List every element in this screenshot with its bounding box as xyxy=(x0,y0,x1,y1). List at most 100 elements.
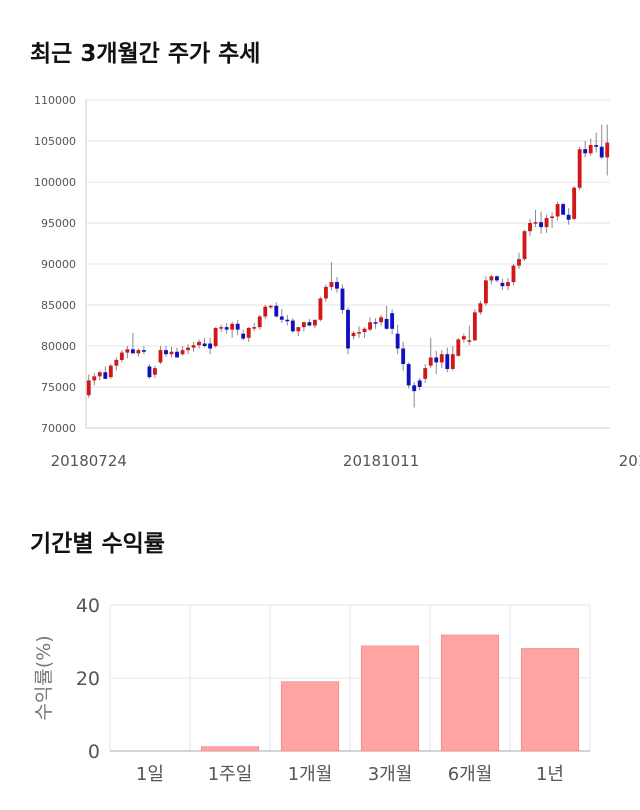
candle xyxy=(528,218,532,237)
candle-body-down xyxy=(390,313,395,329)
candle xyxy=(439,350,444,369)
candle-body-down xyxy=(346,309,350,349)
bar xyxy=(200,746,260,752)
candle-body-down xyxy=(224,327,229,330)
candle-body-up xyxy=(517,259,521,266)
candle xyxy=(92,373,97,386)
candle-body-up xyxy=(86,380,91,396)
candle xyxy=(285,314,290,326)
candle-body-up xyxy=(357,332,361,334)
candle xyxy=(290,318,295,333)
bar xyxy=(520,648,580,752)
candle xyxy=(318,296,323,322)
candle xyxy=(373,318,378,329)
candle xyxy=(478,300,483,315)
candle xyxy=(191,341,196,352)
candle xyxy=(494,275,499,283)
candle-body-up xyxy=(550,216,555,219)
candle xyxy=(483,276,488,306)
y-tick-label: 40 xyxy=(76,595,100,617)
candle xyxy=(158,346,163,365)
candle-body-up xyxy=(296,327,301,332)
bar xyxy=(440,634,500,752)
candle-body-down xyxy=(434,357,439,363)
candle xyxy=(268,305,273,310)
candle-body-down xyxy=(500,282,505,287)
candle xyxy=(263,305,268,319)
candle-body-up xyxy=(489,276,494,281)
candle-body-down xyxy=(164,350,168,355)
candle-body-up xyxy=(428,357,433,366)
candle xyxy=(362,327,367,338)
candle-body-down xyxy=(175,351,179,358)
candle xyxy=(467,325,472,346)
candle-body-down xyxy=(445,354,450,369)
candle xyxy=(279,309,284,324)
candle-body-up xyxy=(450,354,455,369)
y-tick-label: 90000 xyxy=(41,258,76,271)
candle-body-down xyxy=(208,343,213,349)
candle xyxy=(252,323,257,332)
candle-body-up xyxy=(362,328,367,333)
candle-body-up xyxy=(268,305,273,308)
candle-body-down xyxy=(561,204,566,215)
x-tick-label: 1일 xyxy=(136,764,164,785)
x-tick-label: 20181220 xyxy=(619,452,640,470)
candle-body-down xyxy=(373,322,378,324)
x-tick-label: 20181011 xyxy=(343,452,419,470)
candle-body-up xyxy=(108,365,113,378)
candle xyxy=(588,138,593,156)
candle-body-down xyxy=(147,366,152,378)
candle xyxy=(539,211,543,234)
candle xyxy=(114,357,119,371)
returns-title: 기간별 수익률 xyxy=(30,531,165,557)
candle xyxy=(312,319,317,328)
candle-body-down xyxy=(241,333,246,339)
candle-body-down xyxy=(274,305,279,317)
candle xyxy=(357,326,361,338)
candle xyxy=(329,262,334,291)
candle-body-up xyxy=(439,354,444,363)
candle-body-up xyxy=(186,347,190,351)
candle xyxy=(153,365,157,378)
candle xyxy=(500,278,505,291)
candlestick-chart: 110000 105000 100000 95000 90000 85000 80000 75… xyxy=(34,94,640,470)
candle xyxy=(605,124,610,176)
candle xyxy=(307,318,312,327)
candle-body-down xyxy=(235,323,240,330)
candle-body-up xyxy=(511,265,516,283)
candle-body-down xyxy=(583,149,588,154)
candle-body-down xyxy=(599,146,604,158)
candle-body-up xyxy=(301,322,306,328)
candle xyxy=(390,309,395,335)
candle xyxy=(296,327,301,337)
candle-body-down xyxy=(307,322,312,326)
candle-body-up xyxy=(456,339,461,356)
candle xyxy=(594,132,599,153)
y-tick-label: 95000 xyxy=(41,217,76,230)
candle-body-down xyxy=(335,282,339,289)
candle xyxy=(241,329,246,341)
candle xyxy=(368,317,372,332)
candle-body-up xyxy=(506,282,510,287)
candle xyxy=(423,364,428,383)
candle xyxy=(136,348,141,357)
candle-body-up xyxy=(230,323,235,330)
y-tick-label: 85000 xyxy=(41,299,76,312)
candle-body-up xyxy=(588,145,593,154)
candle-body-up xyxy=(351,332,356,337)
candle xyxy=(130,332,135,354)
y-tick-label: 100000 xyxy=(34,176,76,189)
candle-body-down xyxy=(279,316,284,320)
candle xyxy=(379,314,384,326)
candle-body-up xyxy=(379,317,384,323)
candle-body-up xyxy=(169,351,174,355)
candle xyxy=(511,264,516,286)
candle-body-up xyxy=(577,149,582,188)
x-tick-label: 3개월 xyxy=(368,764,413,785)
stock-trend-title: 최근 3개월간 주가 추세 xyxy=(30,41,261,67)
candle xyxy=(208,337,213,355)
candle-body-up xyxy=(197,341,202,346)
candle-body-up xyxy=(329,282,334,287)
candle-body-down xyxy=(340,288,345,310)
